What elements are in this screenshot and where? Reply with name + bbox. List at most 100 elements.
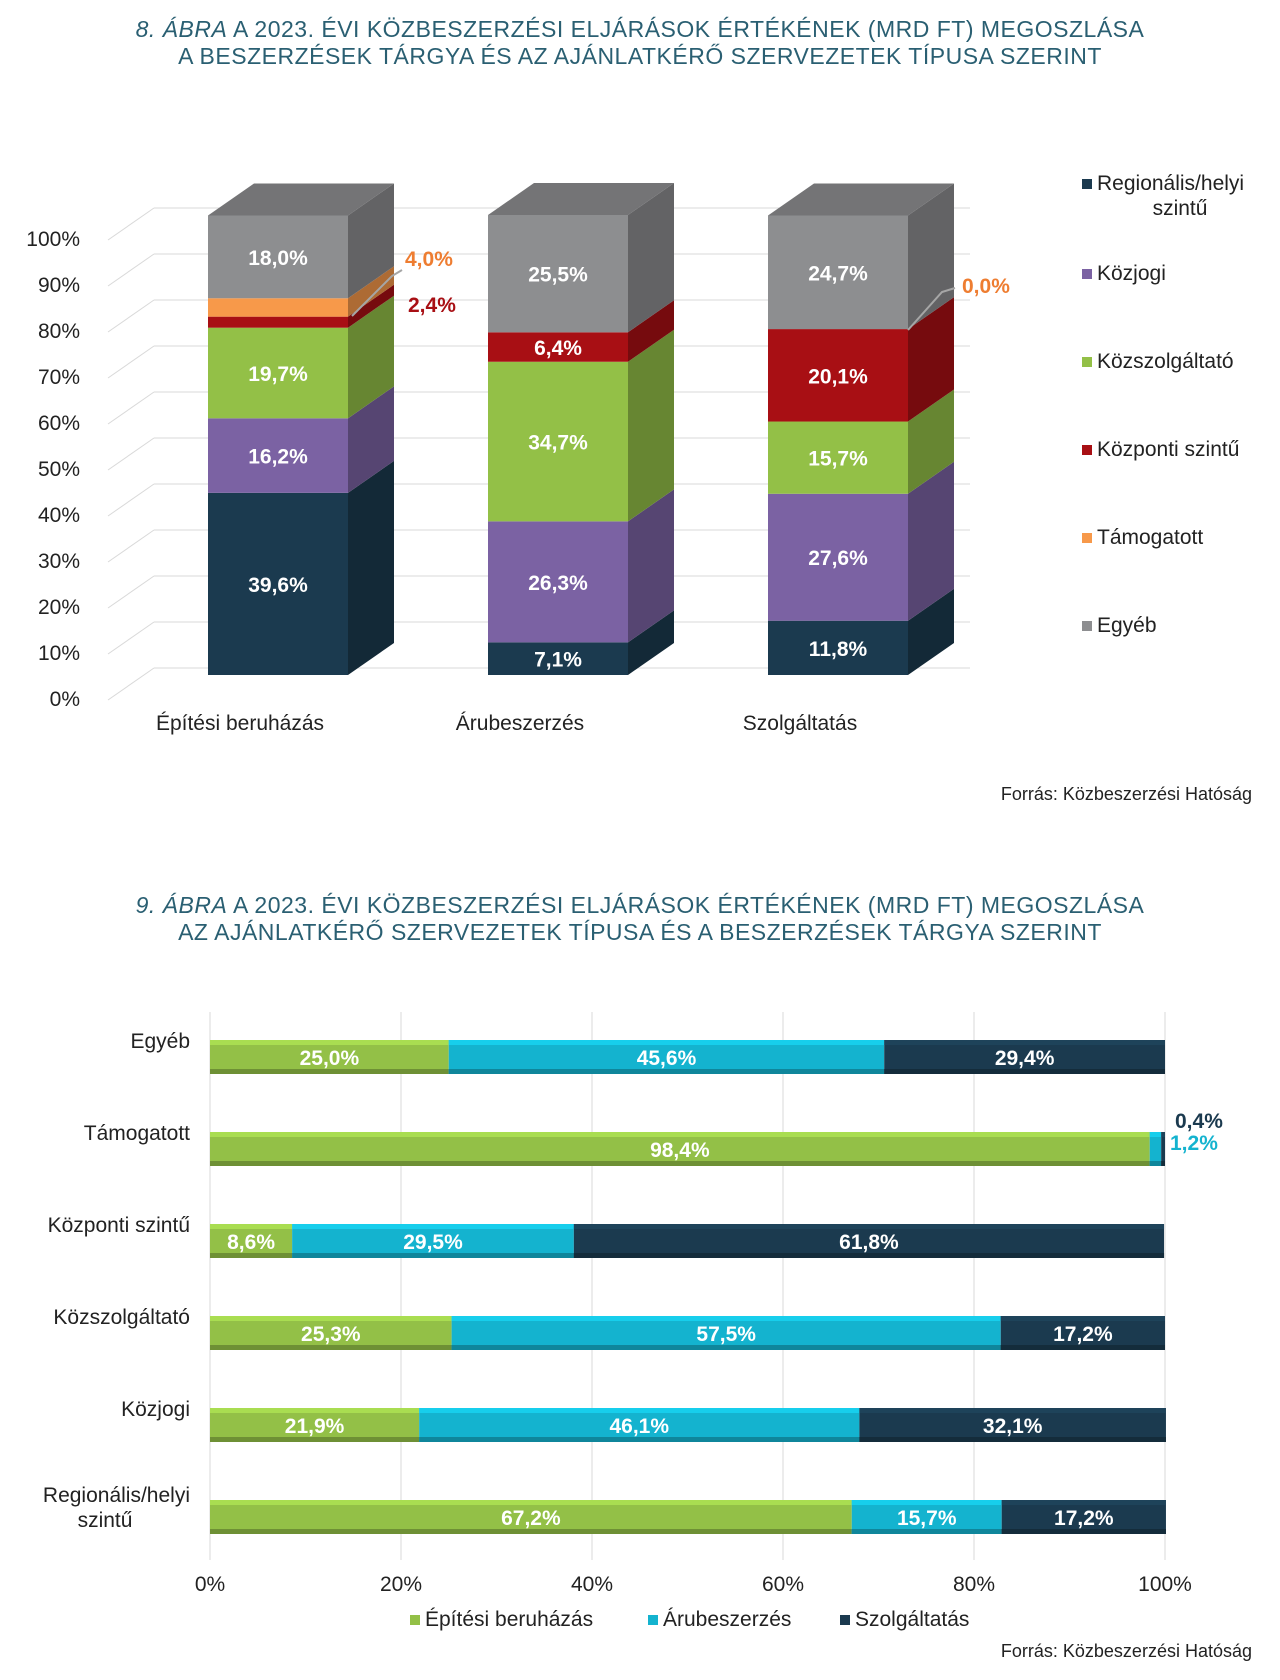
bar-epitesi-beruhazas-egyeb-side (348, 183, 394, 299)
gridline-diagonal (107, 253, 155, 287)
chart9-source: Forrás: Közbeszerzési Hatóság (1000, 1641, 1252, 1661)
bar-regionalis-helyi-szintu-epitesi-beruhazas-highlight (210, 1500, 852, 1505)
legend-swatch-kozponti-szintu (1082, 445, 1092, 455)
legend-swatch-szolgaltatas (840, 1615, 850, 1625)
data-label: 15,7% (808, 448, 868, 471)
bar-egyeb-epitesi-beruhazas-shadow (210, 1069, 449, 1074)
bar-epitesi-beruhazas-tamogatott-side (348, 266, 394, 317)
gridline-diagonal (107, 529, 155, 563)
bar-epitesi-beruhazas-regionalis-helyi-szintu-front (208, 492, 348, 675)
chart9-title-line2: AZ AJÁNLATKÉRŐ SZERVEZETEK TÍPUSA ÉS A B… (178, 919, 1102, 945)
x-tick-label: 0% (195, 1573, 225, 1596)
data-label: 39,6% (248, 574, 308, 597)
y-category-label: Támogatott (84, 1122, 190, 1145)
data-label: 6,4% (534, 337, 582, 360)
bar-tamogatott-epitesi-beruhazas-shadow (210, 1161, 1150, 1166)
legend-swatch-kozszolgaltato (1082, 357, 1092, 367)
data-label: 67,2% (501, 1507, 561, 1530)
legend-label-regionalis-helyi-szintu-line2: szintű (1153, 197, 1208, 220)
data-label: 25,5% (528, 264, 588, 287)
bar-szolgaltatas-regionalis-helyi-szintu-front (768, 620, 908, 675)
bar-tamogatott-epitesi-beruhazas (210, 1132, 1150, 1166)
bar-szolgaltatas-kozszolgaltato-side (908, 389, 954, 494)
data-label: 29,5% (403, 1231, 463, 1254)
bar-regionalis-helyi-szintu-arubeszerzes (851, 1500, 1002, 1534)
bar-top-epitesi-beruhazas (208, 183, 394, 216)
y-tick-label: 70% (38, 366, 80, 389)
bar-kozjogi-arubeszerzes (419, 1408, 860, 1442)
bar-regionalis-helyi-szintu-epitesi-beruhazas-shadow (210, 1529, 852, 1534)
bar-szolgaltatas-egyeb-front (768, 215, 908, 330)
y-tick-label: 80% (38, 320, 80, 343)
bar-top-arubeszerzes (488, 183, 674, 215)
bar-tamogatott-arubeszerzes-highlight (1149, 1132, 1162, 1137)
data-label: 32,1% (983, 1415, 1043, 1438)
y-tick-label: 100% (26, 228, 80, 251)
data-label: 7,1% (534, 649, 582, 672)
data-label: 24,7% (808, 262, 868, 285)
y-category-label: Központi szintű (48, 1214, 190, 1237)
y-tick-label: 60% (38, 412, 80, 435)
chart8-title-line2: A BESZERZÉSEK TÁRGYA ÉS AZ AJÁNLATKÉRŐ S… (178, 43, 1102, 69)
bar-kozszolgaltato-szolgaltatas-highlight (1000, 1316, 1165, 1321)
bar-regionalis-helyi-szintu-szolgaltatas-highlight (1001, 1500, 1166, 1505)
data-label: 25,0% (300, 1047, 360, 1070)
data-label-arubeszerzes-tamogatott: 1,2% (1170, 1132, 1218, 1155)
y-category-label: Regionális/helyi (43, 1484, 190, 1507)
chart8-title-line1: A 2023. ÉVI KÖZBESZERZÉSI ELJÁRÁSOK ÉRTÉ… (227, 16, 1145, 42)
bar-tamogatott-szolgaltatas-shadow (1161, 1161, 1165, 1166)
bar-kozjogi-szolgaltatas (859, 1408, 1166, 1442)
callout-line (907, 287, 956, 331)
y-category-label: Egyéb (130, 1030, 190, 1053)
bar-szolgaltatas-kozjogi-front (768, 493, 908, 621)
bar-egyeb-epitesi-beruhazas-highlight (210, 1040, 449, 1045)
data-label-szolgaltatas-tamogatott: 0,4% (1175, 1110, 1223, 1133)
bar-kozszolgaltato-epitesi-beruhazas-highlight (210, 1316, 452, 1321)
y-tick-label: 90% (38, 274, 80, 297)
bar-egyeb-arubeszerzes (448, 1040, 885, 1074)
data-label: 15,7% (897, 1507, 957, 1530)
legend-label-tamogatott: Támogatott (1097, 526, 1203, 549)
bar-epitesi-beruhazas-regionalis-helyi-szintu-side (348, 460, 394, 675)
data-label: 61,8% (839, 1231, 899, 1254)
data-label-tamogatott-szolgaltatas: 0,0% (962, 275, 1010, 298)
gridline-diagonal (107, 621, 155, 655)
y-tick-label: 50% (38, 458, 80, 481)
legend-swatch-epitesi-beruhazas (410, 1615, 420, 1625)
bar-arubeszerzes-kozponti-szintu-side (628, 300, 674, 362)
gridline-diagonal (107, 299, 155, 333)
bar-regionalis-helyi-szintu-arubeszerzes-highlight (851, 1500, 1002, 1505)
bar-kozponti-szintu-szolgaltatas-highlight (573, 1224, 1165, 1229)
bar-kozjogi-arubeszerzes-highlight (419, 1408, 860, 1413)
bar-epitesi-beruhazas-kozponti-szintu-side (348, 284, 394, 328)
bar-kozponti-szintu-szolgaltatas (573, 1224, 1165, 1258)
bar-kozponti-szintu-epitesi-beruhazas-highlight (210, 1224, 293, 1229)
stacked-horizontal-bar-chart: 0% 20% 40% 60% 80% 100% 25,0% 45,6% 29,4% Egyéb 98… (43, 1012, 1223, 1631)
bar-arubeszerzes-kozjogi-side (628, 489, 674, 643)
data-label: 16,2% (248, 446, 308, 469)
bar-kozponti-szintu-szolgaltatas-shadow (573, 1253, 1165, 1258)
bar-tamogatott-szolgaltatas-highlight (1161, 1132, 1165, 1137)
bar-kozjogi-szolgaltatas-shadow (859, 1437, 1166, 1442)
bar-epitesi-beruhazas-kozjogi-front (208, 418, 348, 493)
x-tick-label: 100% (1138, 1573, 1192, 1596)
bar-epitesi-beruhazas-kozszolgaltato-front (208, 327, 348, 419)
data-label: 21,9% (285, 1415, 345, 1438)
legend-swatch-regionalis-helyi-szintu (1082, 179, 1092, 189)
y-category-label: Közjogi (121, 1398, 190, 1421)
gridline-diagonal (107, 483, 155, 517)
bar-kozszolgaltato-epitesi-beruhazas (210, 1316, 452, 1350)
legend-swatch-arubeszerzes (648, 1615, 658, 1625)
bar-epitesi-beruhazas-tamogatott-front (208, 298, 348, 317)
bar-arubeszerzes-egyeb-front (488, 215, 628, 333)
bar-kozponti-szintu-epitesi-beruhazas (210, 1224, 293, 1258)
chart9-title-prefix: 9. ÁBRA (135, 892, 228, 918)
bar-regionalis-helyi-szintu-epitesi-beruhazas (210, 1500, 852, 1534)
bar-szolgaltatas-kozponti-szintu-side (908, 297, 954, 422)
x-category-label: Építési beruházás (156, 712, 324, 735)
bar-szolgaltatas-regionalis-helyi-szintu-side (908, 588, 954, 675)
data-label: 19,7% (248, 363, 308, 386)
data-label: 18,0% (248, 247, 308, 270)
bar-regionalis-helyi-szintu-arubeszerzes-shadow (851, 1529, 1002, 1534)
x-tick-label: 60% (762, 1573, 804, 1596)
